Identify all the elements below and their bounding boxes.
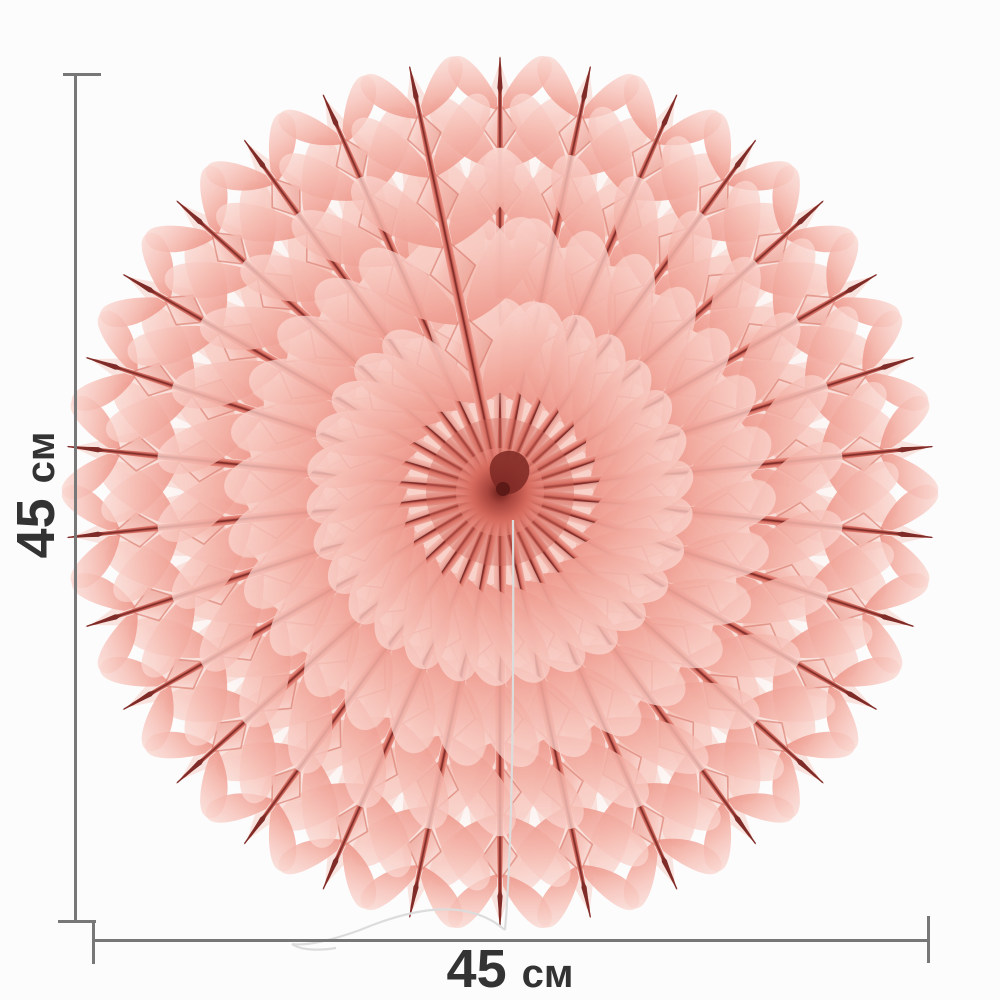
width-tick-left — [92, 920, 95, 964]
height-tick-bottom — [58, 920, 96, 923]
width-value: 45 — [446, 939, 507, 999]
height-dimension-label: 45 см — [6, 425, 66, 565]
snowflake-center-hub — [426, 418, 574, 566]
height-dimension-line — [74, 73, 77, 922]
height-unit: см — [19, 431, 63, 484]
hanging-string — [291, 519, 515, 951]
width-dimension-label: 45 см — [400, 942, 620, 996]
width-unit: см — [521, 952, 574, 996]
width-dimension-line — [93, 939, 929, 942]
width-tick-right — [927, 916, 930, 963]
height-value: 45 — [6, 498, 66, 559]
height-tick-top — [63, 73, 101, 76]
